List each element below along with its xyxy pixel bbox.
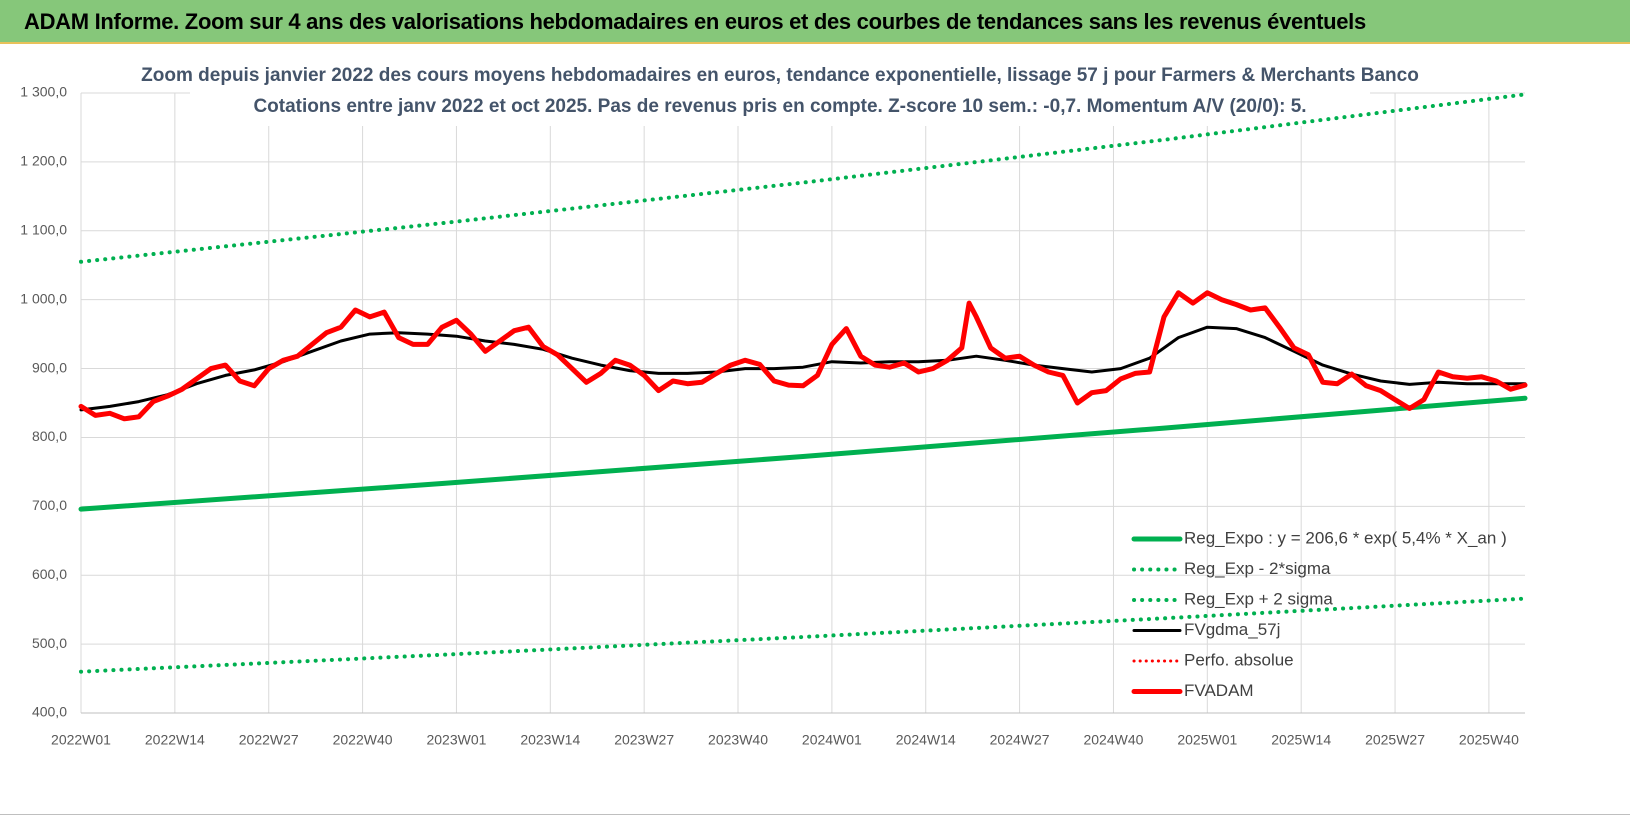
x-tick-label: 2024W14: [896, 732, 956, 748]
y-tick-label: 1 300,0: [20, 84, 67, 100]
y-tick-label: 800,0: [32, 428, 67, 444]
x-tick-label: 2023W14: [520, 732, 580, 748]
legend-label: FVADAM: [1184, 681, 1254, 700]
chart-title: Zoom depuis janvier 2022 des cours moyen…: [141, 65, 1419, 86]
x-tick-label: 2023W27: [614, 732, 674, 748]
y-tick-label: 900,0: [32, 359, 67, 375]
y-tick-label: 700,0: [32, 497, 67, 513]
x-tick-label: 2025W01: [1177, 732, 1237, 748]
x-tick-label: 2025W14: [1271, 732, 1331, 748]
x-tick-label: 2022W01: [51, 732, 111, 748]
chart-subtitle: Cotations entre janv 2022 et oct 2025. P…: [253, 96, 1306, 117]
title-background: [190, 60, 1370, 126]
chart-background: [0, 44, 1630, 814]
series-line: [79, 596, 1527, 674]
x-tick-label: 2023W01: [426, 732, 486, 748]
x-tick-label: 2025W27: [1365, 732, 1425, 748]
header-bar: ADAM Informe. Zoom sur 4 ans des valoris…: [0, 0, 1630, 44]
series-line: [79, 325, 1527, 412]
y-tick-label: 400,0: [32, 704, 67, 720]
y-tick-label: 500,0: [32, 635, 67, 651]
series-line: [79, 92, 1527, 264]
legend-label: FVgdma_57j: [1184, 620, 1280, 639]
x-tick-label: 2024W01: [802, 732, 862, 748]
series-line: [78, 395, 1528, 512]
legend-label: Reg_Exp + 2 sigma: [1184, 589, 1333, 608]
legend-label: Reg_Expo : y = 206,6 * exp( 5,4% * X_an …: [1184, 528, 1507, 547]
x-tick-label: 2024W40: [1083, 732, 1143, 748]
header-title: ADAM Informe. Zoom sur 4 ans des valoris…: [24, 9, 1366, 34]
series-line: [78, 290, 1528, 422]
x-tick-label: 2022W27: [239, 732, 299, 748]
chart: 400,0 500,0 600,0 700,0 800,0 900,0 1 000,0 1 1…: [0, 44, 1630, 814]
x-tick-label: 2024W27: [990, 732, 1050, 748]
legend-label: Perfo. absolue: [1184, 650, 1294, 669]
x-tick-label: 2022W40: [333, 732, 393, 748]
y-tick-label: 1 100,0: [20, 221, 67, 237]
y-tick-label: 600,0: [32, 566, 67, 582]
y-tick-label: 1 200,0: [20, 153, 67, 169]
y-tick-label: 1 000,0: [20, 290, 67, 306]
x-tick-label: 2023W40: [708, 732, 768, 748]
x-tick-label: 2025W40: [1459, 732, 1519, 748]
x-tick-label: 2022W14: [145, 732, 205, 748]
legend-label: Reg_Exp - 2*sigma: [1184, 559, 1331, 578]
